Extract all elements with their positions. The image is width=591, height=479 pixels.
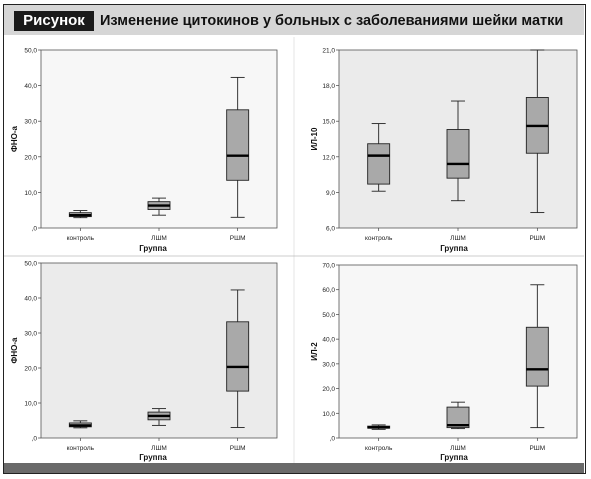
box-2 — [147, 408, 171, 426]
x-tick-label: РШМ — [230, 235, 246, 242]
y-tick-label: 30,0 — [24, 119, 37, 126]
chart-panel-2: 6,0 9,0 12,0 15,0 18,0 21,0 контроль ЛШМ РШМ Груп… — [310, 48, 578, 253]
y-tick-label: 20,0 — [322, 386, 335, 393]
x-axis-label: Группа — [440, 244, 468, 253]
y-tick-label: 40,0 — [24, 296, 37, 303]
y-tick-label: 30,0 — [322, 361, 335, 368]
y-tick-label: 40,0 — [322, 337, 335, 344]
x-axis-label: Группа — [139, 453, 167, 462]
box-body — [226, 109, 250, 181]
charts-canvas: ,0 10,0 20,0 30,0 40,0 50,0 контроль ЛШМ РШМ Груп… — [4, 37, 584, 465]
y-tick-label: 10,0 — [24, 190, 37, 197]
y-tick-label: 10,0 — [24, 401, 37, 408]
box-2 — [147, 197, 171, 216]
box-body — [226, 321, 250, 392]
x-tick-label: ЛШМ — [450, 235, 466, 242]
chart-panel-1: ,0 10,0 20,0 30,0 40,0 50,0 контроль ЛШМ РШМ Груп… — [10, 48, 278, 253]
box-1 — [68, 420, 92, 429]
y-tick-label: 15,0 — [322, 119, 335, 126]
bottom-bar — [4, 463, 584, 473]
y-tick-label: ,0 — [32, 436, 38, 443]
box-body — [446, 406, 470, 429]
y-axis-label: ФНО-а — [10, 125, 19, 151]
y-tick-label: 50,0 — [24, 48, 37, 55]
y-axis-label: ФНО-а — [10, 337, 19, 363]
x-tick-label: РШМ — [230, 445, 246, 452]
y-tick-label: 40,0 — [24, 83, 37, 90]
box-3 — [525, 49, 549, 214]
x-tick-label: РШМ — [529, 235, 545, 242]
box-body — [446, 129, 470, 179]
y-tick-label: 12,0 — [322, 154, 335, 161]
y-tick-label: ,0 — [330, 436, 336, 443]
y-tick-label: 70,0 — [322, 263, 335, 270]
x-tick-label: контроль — [365, 445, 393, 452]
y-tick-label: 6,0 — [326, 226, 335, 233]
x-tick-label: ЛШМ — [151, 445, 167, 452]
y-tick-label: 9,0 — [326, 190, 335, 197]
y-tick-label: 50,0 — [322, 312, 335, 319]
x-tick-label: ЛШМ — [450, 445, 466, 452]
x-tick-label: контроль — [67, 235, 95, 242]
chart-panel-3: ,0 10,0 20,0 30,0 40,0 50,0 контроль ЛШМ РШМ Груп… — [10, 261, 278, 462]
box-1 — [367, 123, 391, 192]
y-tick-label: 50,0 — [24, 261, 37, 268]
x-axis-label: Группа — [139, 244, 167, 253]
y-tick-label: ,0 — [32, 226, 38, 233]
y-tick-label: 10,0 — [322, 411, 335, 418]
x-tick-label: контроль — [67, 445, 95, 452]
box-2 — [446, 100, 470, 202]
box-3 — [226, 76, 250, 218]
box-3 — [525, 284, 549, 429]
box-body — [367, 143, 391, 185]
figure-header: Рисунок Изменение цитокинов у больных с … — [4, 5, 584, 35]
x-tick-label: контроль — [365, 235, 393, 242]
box-2 — [446, 401, 470, 430]
y-axis-label: ИЛ-2 — [310, 342, 319, 361]
chart-panel-4: ,0 10,0 20,0 30,0 40,0 50,0 60,0 70,0 контроль ЛШ… — [310, 263, 578, 462]
box-1 — [68, 210, 92, 219]
figure-title: Изменение цитокинов у больных с заболева… — [100, 13, 564, 29]
x-axis-label: Группа — [440, 453, 468, 462]
y-tick-label: 20,0 — [24, 366, 37, 373]
y-tick-label: 21,0 — [322, 48, 335, 55]
y-tick-label: 30,0 — [24, 331, 37, 338]
y-tick-label: 18,0 — [322, 83, 335, 90]
x-tick-label: РШМ — [529, 445, 545, 452]
y-tick-label: 20,0 — [24, 154, 37, 161]
y-axis-label: ИЛ-10 — [310, 127, 319, 150]
x-tick-label: ЛШМ — [151, 235, 167, 242]
figure-label: Рисунок — [14, 11, 94, 31]
box-1 — [367, 424, 391, 430]
box-3 — [226, 289, 250, 428]
figure-frame: Рисунок Изменение цитокинов у больных с … — [3, 4, 586, 474]
y-tick-label: 60,0 — [322, 287, 335, 294]
box-body — [525, 326, 549, 387]
